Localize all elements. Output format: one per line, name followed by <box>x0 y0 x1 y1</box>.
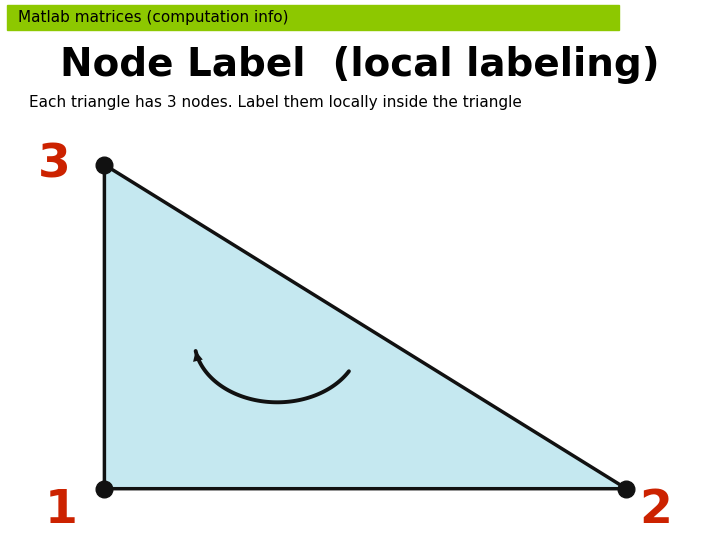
Text: 3: 3 <box>37 142 71 187</box>
Text: 1: 1 <box>45 488 78 533</box>
Text: Matlab matrices (computation info): Matlab matrices (computation info) <box>18 10 289 25</box>
Polygon shape <box>104 165 626 489</box>
FancyBboxPatch shape <box>7 5 619 30</box>
Text: 2: 2 <box>639 488 672 533</box>
Text: Each triangle has 3 nodes. Label them locally inside the triangle: Each triangle has 3 nodes. Label them lo… <box>29 94 522 110</box>
Text: Node Label  (local labeling): Node Label (local labeling) <box>60 46 660 84</box>
